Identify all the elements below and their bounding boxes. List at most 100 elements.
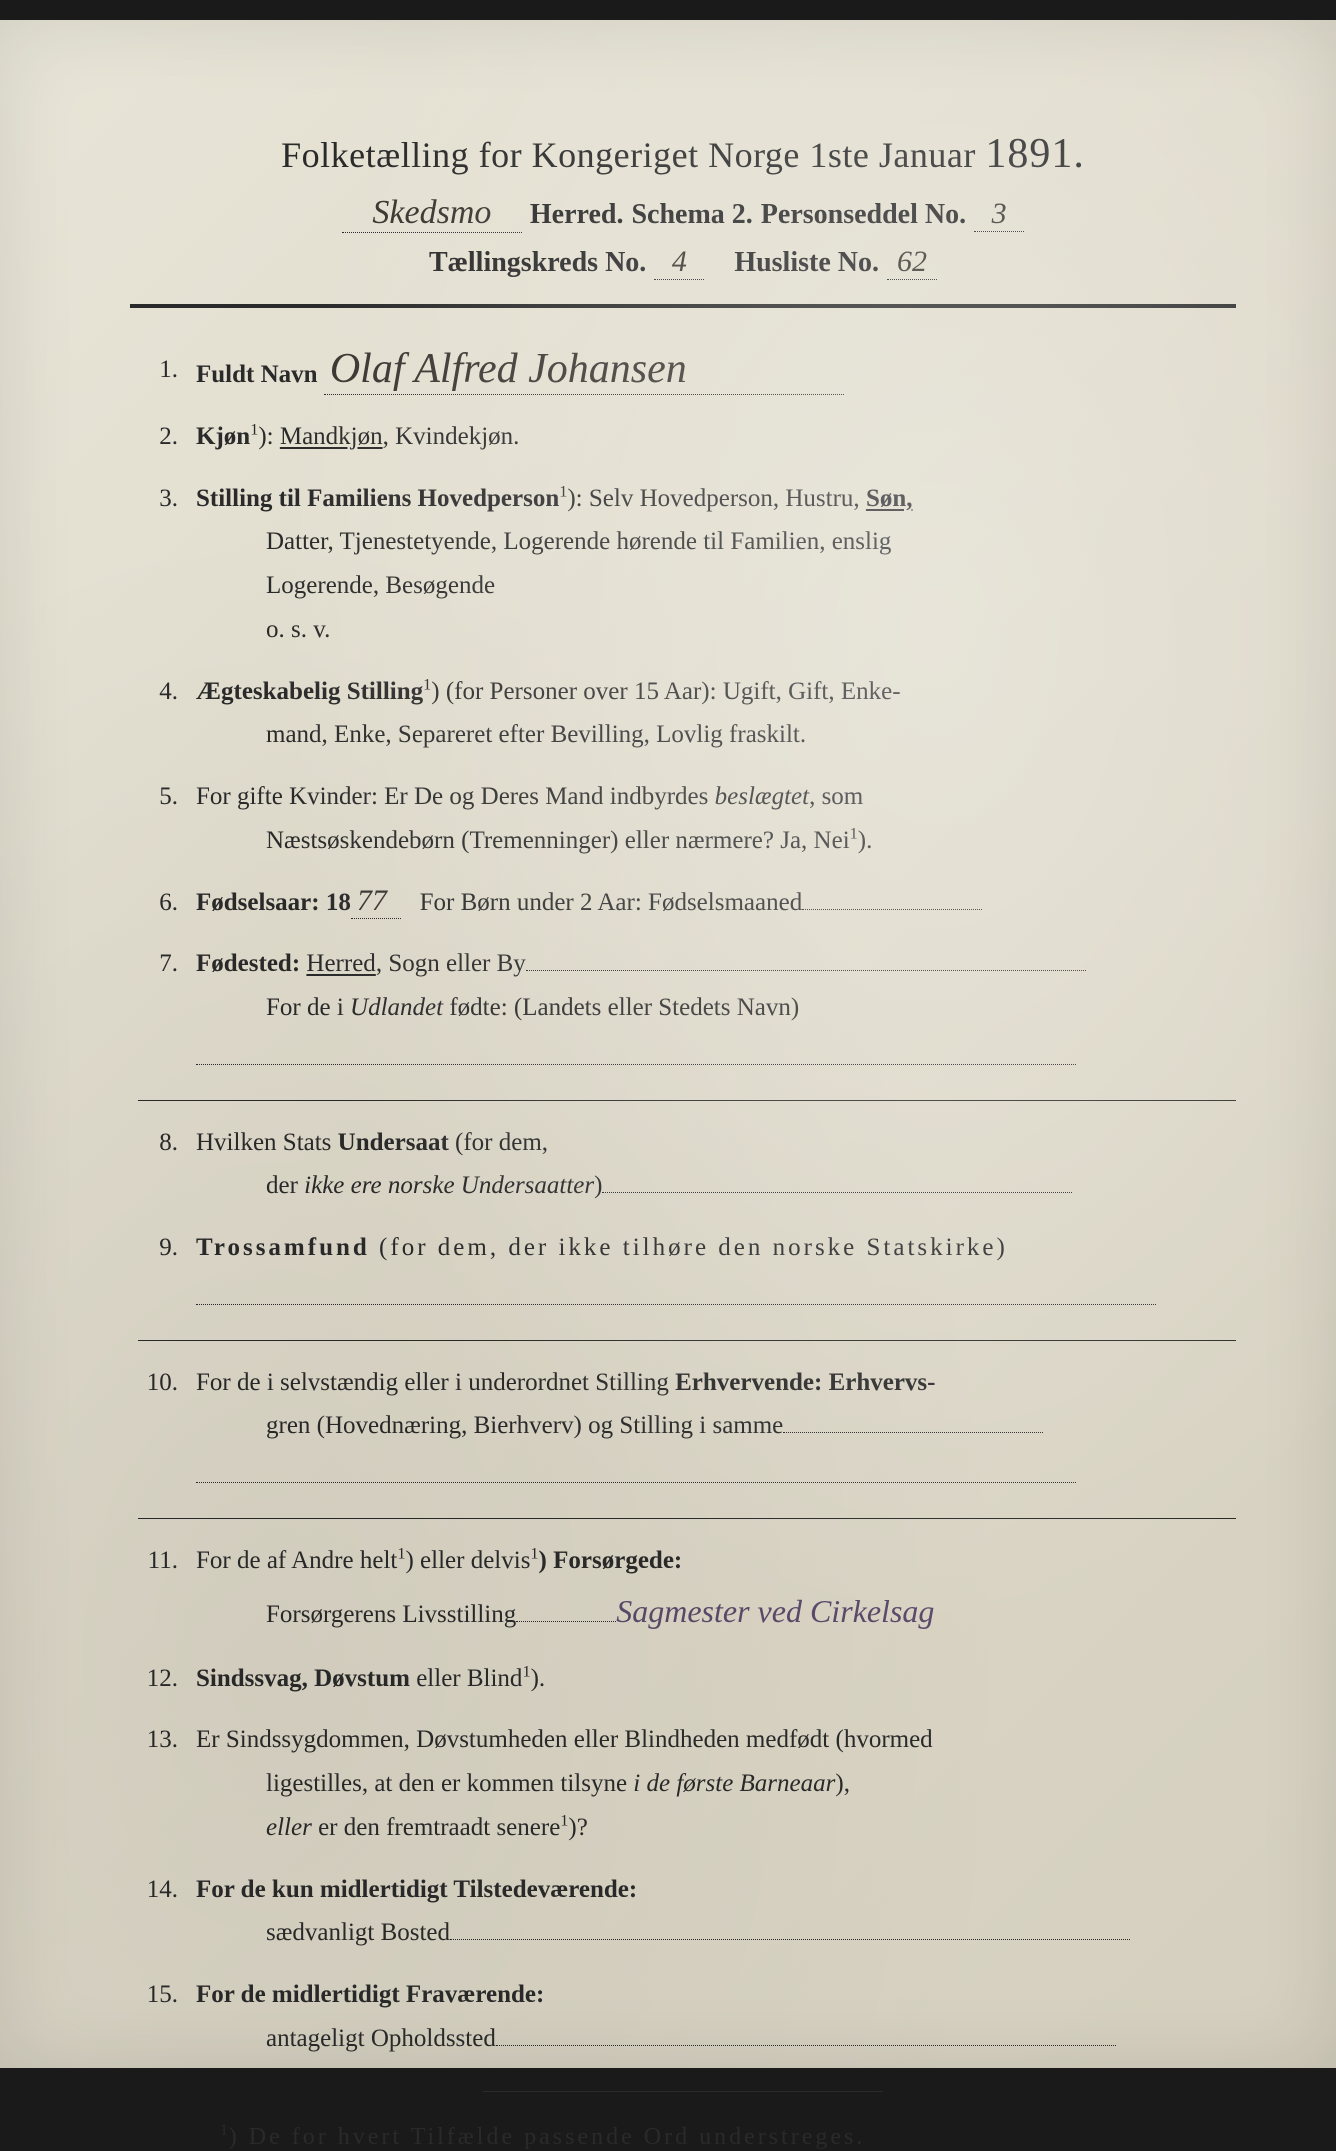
line3b: er den fremtraadt senere: [312, 1814, 560, 1841]
provider-occupation: Sagmester ved Cirkelsag: [616, 1593, 934, 1629]
entry-3: 3. Stilling til Familiens Hovedperson1):…: [138, 477, 1236, 652]
label: Sindssvag, Døvstum: [196, 1665, 410, 1692]
entry-num: 10.: [138, 1361, 196, 1405]
line3: Logerende, Besøgende: [196, 572, 495, 599]
text: Er Sindssygdommen, Døvstumheden eller Bl…: [196, 1726, 933, 1753]
section-rule-3: [138, 1518, 1236, 1519]
entry-num: 15.: [138, 1973, 196, 2017]
title-line: Folketælling for Kongeriget Norge 1ste J…: [130, 130, 1236, 178]
line2a: ligestilles, at den er kommen tilsyne: [196, 1770, 633, 1797]
line2: Datter, Tjenestetyende, Logerende hørend…: [196, 528, 891, 555]
entry-body: For de af Andre helt1) eller delvis1) Fo…: [196, 1539, 1236, 1639]
text2: For Børn under 2 Aar: Fødselsmaaned: [413, 889, 802, 916]
entry-num: 3.: [138, 477, 196, 521]
entry-body: Ægteskabelig Stilling1) (for Personer ov…: [196, 670, 1236, 758]
entry-body: For de kun midlertidigt Tilstedeværende:…: [196, 1868, 1236, 1956]
section-rule-1: [138, 1100, 1236, 1101]
husliste-label: Husliste No.: [734, 247, 879, 279]
fill: [496, 2021, 1116, 2046]
entry-12: 12. Sindssvag, Døvstum eller Blind1).: [138, 1657, 1236, 1701]
fill: [783, 1408, 1043, 1433]
label: Fuldt Navn: [196, 361, 318, 388]
entry-num: 9.: [138, 1226, 196, 1270]
fill: [602, 1168, 1072, 1193]
line2-italic: Udlandet: [350, 994, 443, 1021]
entry-num: 11.: [138, 1539, 196, 1583]
text-a: ): Selv Hovedperson, Hustru,: [567, 485, 866, 512]
entry-num: 7.: [138, 942, 196, 986]
entry-7: 7. Fødested: Herred, Sogn eller By For d…: [138, 942, 1236, 1079]
line2b: fødte: (Landets eller Stedets Navn): [443, 994, 799, 1021]
line2a: Næstsøskendebørn (Tremenninger) eller næ…: [196, 827, 850, 854]
fill: [802, 885, 982, 910]
footnote-sup: 1: [220, 2122, 229, 2139]
text-b: Undersaat: [338, 1129, 449, 1156]
entry-14: 14. For de kun midlertidigt Tilstedevære…: [138, 1868, 1236, 1956]
full-name-value: Olaf Alfred Johansen: [324, 348, 844, 395]
text-c: (for dem,: [449, 1129, 548, 1156]
entry-13: 13. Er Sindssygdommen, Døvstumheden elle…: [138, 1718, 1236, 1849]
text: , Sogn eller By: [376, 950, 526, 977]
entry-2: 2. Kjøn1): Mandkjøn, Kvindekjøn.: [138, 415, 1236, 459]
text: (for dem, der ikke tilhøre den norske St…: [370, 1234, 1008, 1261]
subtitle-row-1: Skedsmo Herred. Schema 2. Personseddel N…: [130, 196, 1236, 233]
entry-num: 2.: [138, 415, 196, 459]
text-b: ) eller delvis: [405, 1547, 530, 1574]
herred-label: Herred.: [530, 199, 624, 231]
italic: beslægtet: [715, 783, 809, 810]
entry-15: 15. For de midlertidigt Fraværende: anta…: [138, 1973, 1236, 2061]
fill-line: [196, 1040, 1076, 1065]
fill: [450, 1915, 1130, 1940]
footnote-text: ) De for hvert Tilfælde passende Ord und…: [229, 2124, 866, 2150]
selected-sex: Mandkjøn: [280, 423, 383, 450]
entry-body: For de i selvstændig eller i underordnet…: [196, 1361, 1236, 1498]
line2a: For de i: [196, 994, 350, 1021]
title-text: Folketælling for Kongeriget Norge 1ste J…: [281, 135, 976, 175]
entry-num: 14.: [138, 1868, 196, 1912]
label: For de midlertidigt Fraværende:: [196, 1981, 544, 2008]
entry-body: Fødested: Herred, Sogn eller By For de i…: [196, 942, 1236, 1079]
line4: o. s. v.: [196, 616, 330, 643]
entry-num: 5.: [138, 775, 196, 819]
line3c: )?: [568, 1814, 587, 1841]
entry-6: 6. Fødselsaar: 1877 For Børn under 2 Aar…: [138, 881, 1236, 925]
entry-num: 8.: [138, 1121, 196, 1165]
entry-9: 9. Trossamfund (for dem, der ikke tilhør…: [138, 1226, 1236, 1320]
line2-italic: ikke ere norske Undersaatter: [304, 1172, 594, 1199]
line2b: ),: [835, 1770, 850, 1797]
line3a-italic: eller: [196, 1814, 312, 1841]
sup2: 1: [530, 1544, 538, 1562]
text-a: Hvilken Stats: [196, 1129, 338, 1156]
sup: 1: [850, 824, 858, 842]
text: ) (for Personer over 15 Aar): Ugift, Gif…: [431, 678, 900, 705]
entry-8: 8. Hvilken Stats Undersaat (for dem, der…: [138, 1121, 1236, 1209]
label: Fødested:: [196, 950, 300, 977]
fill-line: [196, 1458, 1076, 1483]
kreds-value: 4: [654, 247, 704, 280]
footnote: 1) De for hvert Tilfælde passende Ord un…: [130, 2122, 1236, 2151]
label: For de kun midlertidigt Tilstedeværende:: [196, 1876, 637, 1903]
schema-label: Schema 2.: [631, 199, 752, 231]
text-c: ) Forsørgede:: [539, 1547, 683, 1574]
text-a: For de i selvstændig eller i underordnet…: [196, 1369, 675, 1396]
line2: sædvanligt Bosted: [196, 1919, 450, 1946]
personseddel-value: 3: [974, 199, 1024, 232]
entry-body: Kjøn1): Mandkjøn, Kvindekjøn.: [196, 415, 1236, 459]
line2: gren (Hovednæring, Bierhverv) og Stillin…: [196, 1412, 783, 1439]
husliste-value: 62: [887, 247, 937, 280]
selected-relation: Søn,: [866, 485, 913, 512]
birthplace-type: Herred: [306, 950, 375, 977]
sup: 1: [522, 1662, 530, 1680]
text: eller Blind: [410, 1665, 522, 1692]
entry-1: 1. Fuldt Navn Olaf Alfred Johansen: [138, 348, 1236, 397]
entry-num: 6.: [138, 881, 196, 925]
fill-line: [196, 1280, 1156, 1305]
line2: mand, Enke, Separeret efter Bevilling, L…: [196, 721, 806, 748]
section-rule-2: [138, 1340, 1236, 1341]
text-a: For de af Andre helt: [196, 1547, 397, 1574]
line2b: ).: [858, 827, 873, 854]
entry-10: 10. For de i selvstændig eller i underor…: [138, 1361, 1236, 1498]
line2-label: Forsørgerens Livsstilling: [196, 1601, 516, 1628]
entry-4: 4. Ægteskabelig Stilling1) (for Personer…: [138, 670, 1236, 758]
line2-italic: i de første Barneaar: [633, 1770, 835, 1797]
